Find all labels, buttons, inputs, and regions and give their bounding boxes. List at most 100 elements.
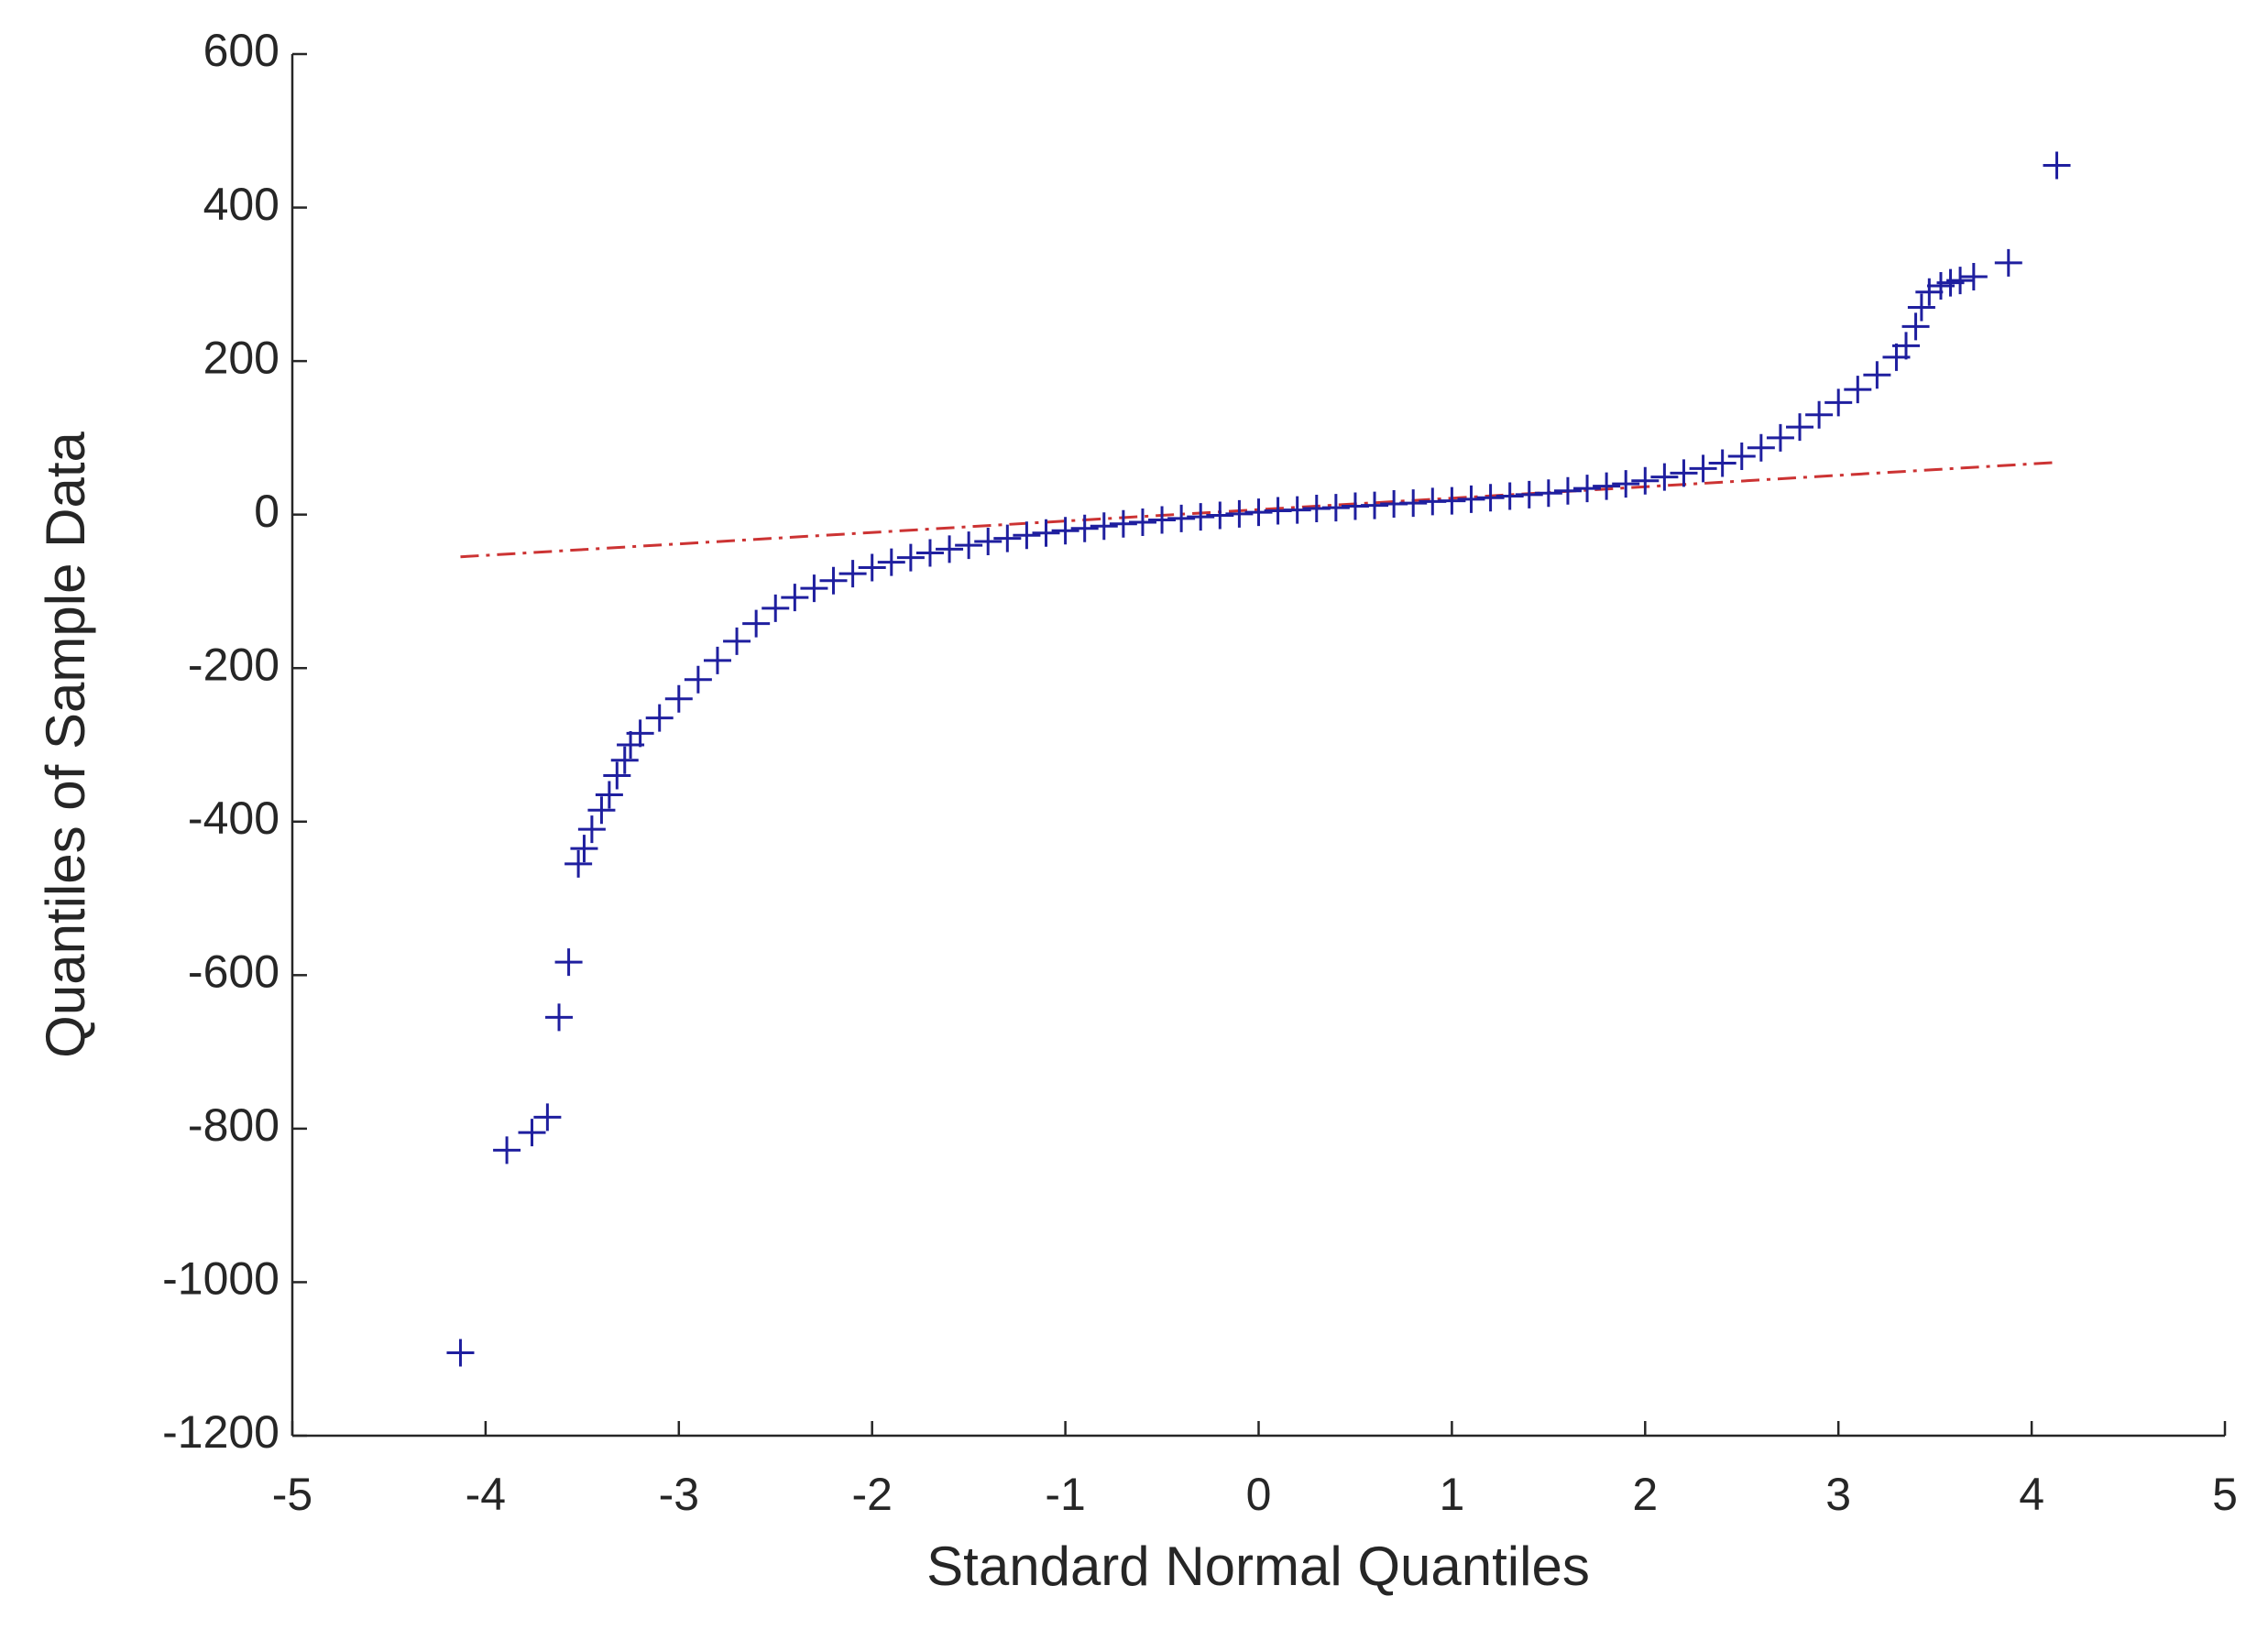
point bbox=[993, 524, 1022, 552]
point bbox=[1013, 521, 1041, 550]
point bbox=[1650, 463, 1679, 491]
point bbox=[587, 796, 616, 825]
y-tick-label: 0 bbox=[254, 486, 279, 537]
point bbox=[1805, 400, 1834, 429]
point bbox=[1496, 482, 1524, 510]
point bbox=[1457, 485, 1485, 513]
point bbox=[1994, 248, 2022, 277]
point bbox=[1901, 312, 1930, 341]
point bbox=[1727, 442, 1756, 470]
point bbox=[1534, 479, 1562, 508]
point bbox=[1476, 484, 1505, 512]
point bbox=[595, 781, 623, 809]
x-tick-label: 0 bbox=[1246, 1469, 1272, 1520]
point bbox=[603, 761, 631, 790]
point bbox=[610, 746, 639, 774]
x-tick-label: 2 bbox=[1632, 1469, 1658, 1520]
point bbox=[570, 835, 598, 863]
y-tick-label: -600 bbox=[188, 946, 279, 998]
point bbox=[742, 609, 771, 638]
x-tick-label: -3 bbox=[659, 1469, 699, 1520]
point bbox=[1747, 433, 1775, 462]
point bbox=[1786, 413, 1814, 442]
y-tick-label: -800 bbox=[188, 1099, 279, 1151]
point bbox=[877, 548, 905, 576]
x-tick-label: 5 bbox=[2212, 1469, 2238, 1520]
point bbox=[1090, 512, 1118, 541]
point bbox=[577, 815, 606, 844]
point bbox=[1844, 376, 1872, 404]
reference-line bbox=[460, 461, 2057, 559]
point bbox=[564, 849, 593, 878]
point bbox=[645, 704, 674, 732]
point bbox=[664, 684, 693, 713]
point bbox=[838, 560, 867, 588]
point bbox=[723, 627, 751, 655]
point bbox=[1244, 498, 1273, 527]
point bbox=[1612, 470, 1640, 498]
point bbox=[1515, 480, 1543, 508]
y-tick-label: -1200 bbox=[162, 1406, 279, 1458]
point bbox=[493, 1136, 521, 1164]
y-axis-label: Quantiles of Sample Data bbox=[35, 432, 96, 1058]
x-tick-label: -4 bbox=[466, 1469, 506, 1520]
point bbox=[1708, 449, 1737, 477]
point bbox=[1109, 509, 1137, 538]
point bbox=[1553, 476, 1582, 505]
point bbox=[936, 535, 964, 563]
point bbox=[545, 1003, 574, 1032]
point bbox=[446, 1339, 475, 1367]
point bbox=[1824, 388, 1853, 417]
point bbox=[1907, 293, 1935, 322]
point bbox=[1766, 423, 1794, 452]
point bbox=[1032, 519, 1060, 547]
point bbox=[819, 566, 848, 595]
point bbox=[1573, 475, 1602, 503]
point bbox=[1863, 361, 1891, 389]
point bbox=[1070, 514, 1099, 542]
x-tick-label: 4 bbox=[2019, 1469, 2044, 1520]
point bbox=[1187, 503, 1215, 531]
point bbox=[1167, 504, 1196, 532]
point bbox=[1689, 454, 1717, 483]
y-tick-label: -400 bbox=[188, 793, 279, 844]
x-tick-label: 3 bbox=[1825, 1469, 1851, 1520]
point bbox=[703, 646, 731, 674]
point bbox=[896, 543, 925, 572]
point bbox=[1438, 487, 1466, 515]
point bbox=[2043, 151, 2071, 180]
point bbox=[955, 531, 983, 560]
x-tick-label: -5 bbox=[272, 1469, 312, 1520]
point bbox=[800, 574, 828, 603]
point bbox=[1593, 472, 1621, 500]
y-tick-label: 600 bbox=[203, 25, 279, 76]
point bbox=[1128, 508, 1156, 537]
point bbox=[1225, 499, 1254, 528]
x-axis-label: Standard Normal Quantiles bbox=[926, 1536, 1590, 1597]
y-tick-label: 200 bbox=[203, 332, 279, 383]
y-tick-label: 400 bbox=[203, 179, 279, 230]
point bbox=[781, 584, 809, 612]
point bbox=[761, 594, 790, 622]
y-tick-label: -1000 bbox=[162, 1253, 279, 1305]
point bbox=[1959, 262, 1988, 290]
y-tick-label: -200 bbox=[188, 639, 279, 690]
point bbox=[1399, 489, 1428, 518]
point bbox=[1148, 506, 1177, 534]
point bbox=[1051, 517, 1079, 545]
point bbox=[1206, 501, 1234, 530]
point bbox=[1892, 332, 1921, 360]
point bbox=[1946, 267, 1975, 295]
point bbox=[858, 553, 886, 582]
point bbox=[1321, 494, 1350, 522]
point bbox=[554, 948, 583, 977]
point bbox=[1361, 491, 1389, 519]
x-tick-label: -2 bbox=[851, 1469, 892, 1520]
point bbox=[1631, 466, 1660, 495]
point bbox=[518, 1119, 546, 1147]
point bbox=[684, 665, 712, 694]
point bbox=[1283, 496, 1311, 524]
point bbox=[626, 719, 654, 748]
